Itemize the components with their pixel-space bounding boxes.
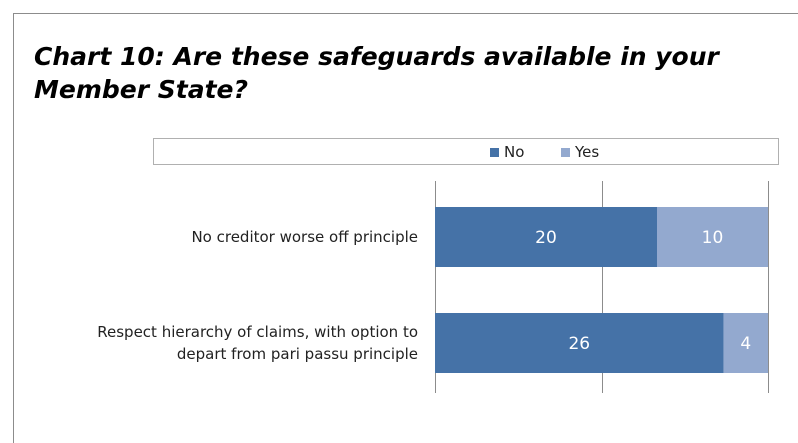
data-label-yes-1: 4 — [740, 334, 751, 354]
bar-no-0 — [435, 207, 657, 267]
bar-yes-1 — [723, 313, 768, 373]
category-label-0-line-0: No creditor worse off principle — [191, 228, 418, 246]
legend-label-no: No — [504, 143, 525, 161]
category-label-1-line-0: Respect hierarchy of claims, with option… — [97, 323, 418, 341]
legend-label-yes: Yes — [575, 143, 600, 161]
data-label-no-0: 20 — [535, 228, 557, 248]
category-label-1-line-1: depart from pari passu principle — [177, 345, 418, 363]
data-label-no-1: 26 — [568, 334, 590, 354]
chart-legend: No Yes — [153, 138, 779, 165]
bar-no-1 — [435, 313, 724, 373]
data-label-yes-0: 10 — [702, 228, 724, 248]
bar-yes-0 — [657, 207, 768, 267]
legend-swatch-no — [490, 148, 499, 157]
legend-swatch-yes — [561, 148, 570, 157]
chart-title: Chart 10: Are these safeguards available… — [34, 42, 719, 104]
